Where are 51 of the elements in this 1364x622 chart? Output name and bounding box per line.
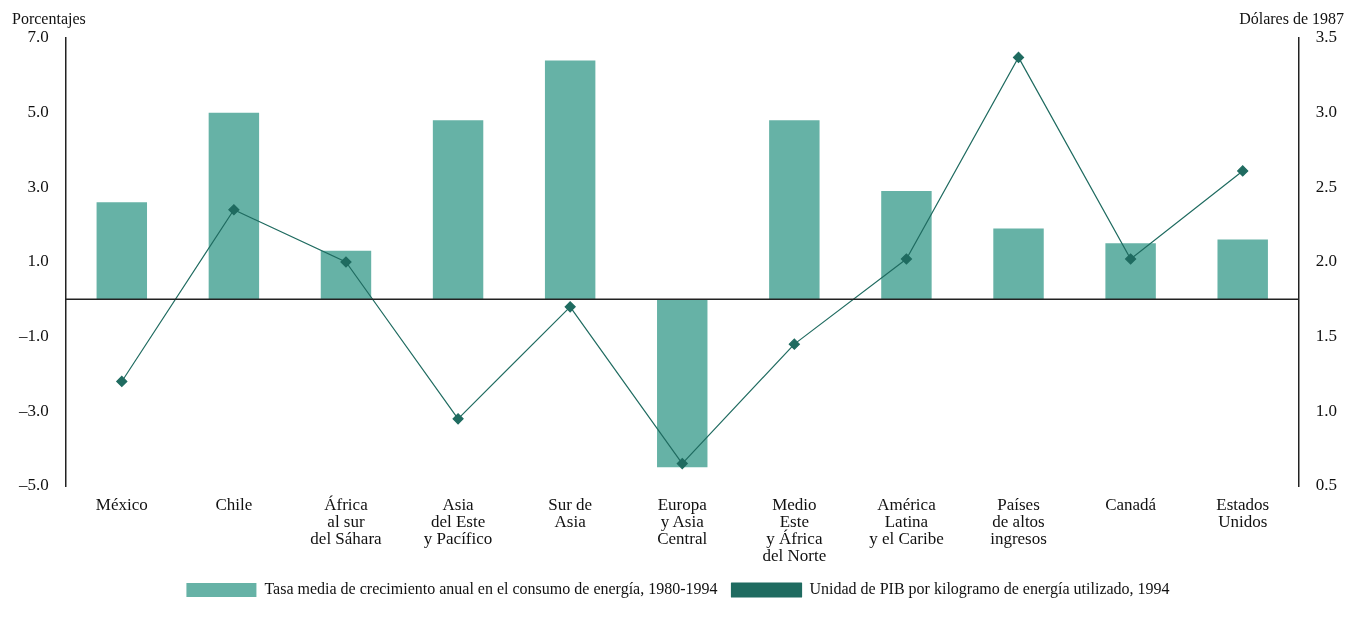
bar xyxy=(208,112,260,300)
y-tick-label: –3.0 xyxy=(18,400,49,420)
point xyxy=(452,413,464,425)
x-tick-label: Medio Este y África del Norte xyxy=(762,494,827,565)
y2-tick-label: 3.0 xyxy=(1315,102,1337,122)
point xyxy=(1125,253,1137,265)
bar xyxy=(657,299,708,468)
x-tick-label: América Latina y el Caribe xyxy=(869,494,944,548)
point xyxy=(1237,165,1249,177)
point xyxy=(340,256,352,268)
y-tick-label: 5.0 xyxy=(27,102,49,122)
x-tick-label: Sur de Asia xyxy=(548,494,593,531)
x-tick-label: México xyxy=(95,494,148,514)
x-tick-label: Estados Unidos xyxy=(1216,494,1270,531)
y-tick-label: 3.0 xyxy=(27,176,49,196)
point xyxy=(1012,51,1025,64)
x-tick-label: Países de altos ingresos xyxy=(990,494,1047,548)
point xyxy=(788,338,800,350)
bar xyxy=(432,120,484,300)
y-tick-label: 7.0 xyxy=(27,27,49,47)
bar xyxy=(96,202,148,300)
bar xyxy=(993,228,1044,300)
bar xyxy=(1105,243,1156,300)
x-tick-label: Chile xyxy=(215,494,253,514)
bar xyxy=(544,60,596,300)
bar xyxy=(769,120,820,300)
y-axis-title: Porcentajes xyxy=(12,10,86,29)
legend-label: Unidad de PIB por kilogramo de energía utilizado, 1994 xyxy=(809,580,1170,599)
bar xyxy=(1217,239,1268,300)
y2-tick-label: 2.0 xyxy=(1315,251,1337,271)
y2-axis-title: Dólares de 1987 xyxy=(1239,10,1344,28)
y2-tick-label: 2.5 xyxy=(1315,176,1337,196)
x-tick-label: África al sur del Sáhara xyxy=(310,494,383,548)
point xyxy=(564,301,576,313)
bar xyxy=(881,191,932,300)
x-tick-label: Canadá xyxy=(1105,494,1157,514)
y-tick-label: –1.0 xyxy=(18,326,49,346)
legend-label: Tasa media de crecimiento anual en el consumo de energía, 1980-1994 xyxy=(264,580,718,599)
y2-tick-label: 0.5 xyxy=(1315,475,1337,495)
x-tick-label: Europa y Asia Central xyxy=(657,494,708,548)
point xyxy=(228,204,240,216)
bar xyxy=(320,250,372,300)
y-tick-label: 1.0 xyxy=(27,251,49,271)
point xyxy=(900,253,913,265)
y2-tick-label: 1.5 xyxy=(1315,326,1337,346)
x-tick-label: Asia del Este y Pacífico xyxy=(423,494,493,548)
point xyxy=(116,375,128,388)
y2-tick-label: 3.5 xyxy=(1315,27,1337,47)
point xyxy=(676,458,688,470)
y-tick-label: –5.0 xyxy=(18,475,49,495)
y2-tick-label: 1.0 xyxy=(1315,400,1337,420)
